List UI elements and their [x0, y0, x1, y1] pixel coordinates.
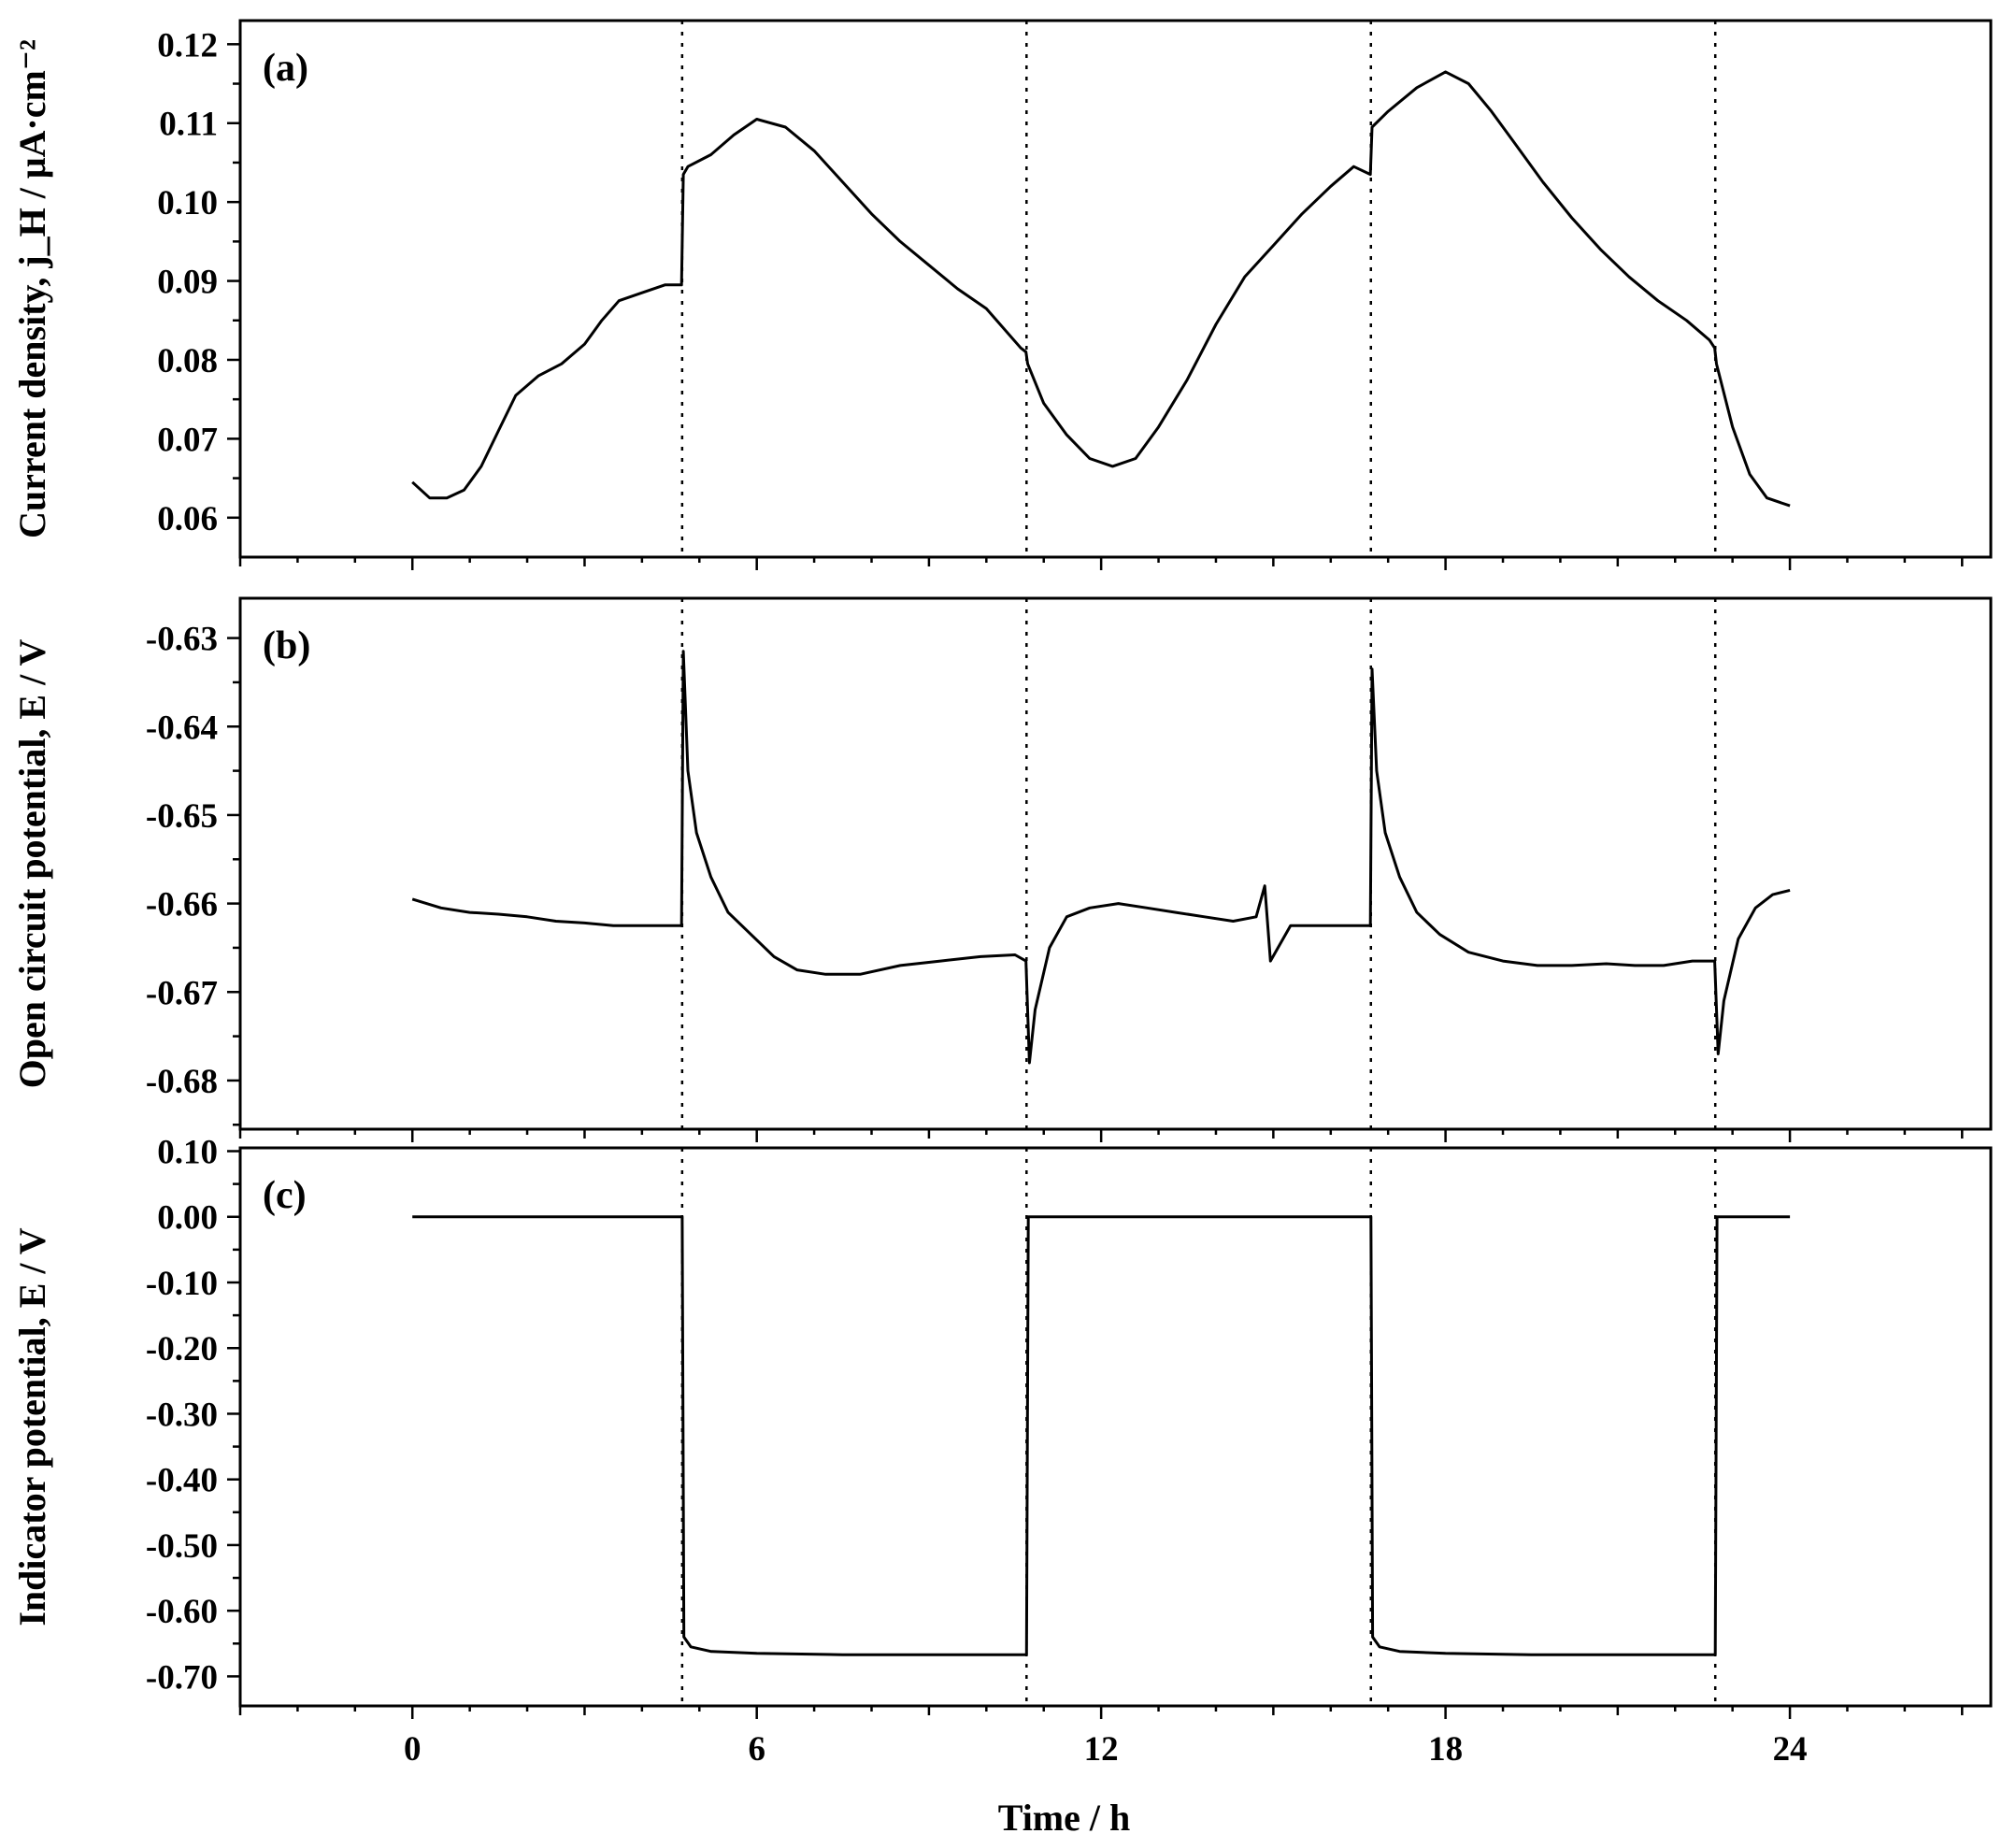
- y-tick-label: 0.10: [157, 1134, 218, 1172]
- y-tick-label: -0.65: [146, 797, 218, 836]
- series-line-0: [411, 70, 1791, 508]
- y-tick-label: 0.07: [157, 421, 218, 459]
- y-tick-label: -0.68: [146, 1063, 218, 1101]
- y-tick-label: -0.20: [146, 1330, 218, 1368]
- y-tick-label: 0.09: [157, 264, 218, 302]
- y-tick-label: 0.12: [157, 26, 218, 64]
- x-tick-label: 6: [748, 1730, 765, 1769]
- y-axis-title: Current density, j_H / μA·cm⁻²: [11, 39, 53, 538]
- panel-label: (b): [263, 624, 310, 667]
- y-tick-label: -0.60: [146, 1593, 218, 1631]
- x-tick-label: 24: [1773, 1730, 1808, 1769]
- y-axis-title: Indicator potential, E / V: [11, 1227, 53, 1626]
- y-tick-label: -0.66: [146, 886, 218, 924]
- y-tick-label: -0.64: [146, 709, 218, 747]
- series-line-2: [412, 1215, 1791, 1656]
- y-tick-label: 0.10: [157, 184, 218, 222]
- y-tick-label: 0.08: [157, 342, 218, 380]
- x-tick-label: 12: [1084, 1730, 1119, 1769]
- plot-frame: [238, 596, 1993, 1131]
- x-tick-label: 18: [1428, 1730, 1463, 1769]
- y-tick-label: 0.06: [157, 500, 218, 538]
- panel-label: (c): [263, 1174, 307, 1217]
- y-tick-label: -0.70: [146, 1658, 218, 1697]
- y-tick-label: -0.30: [146, 1396, 218, 1434]
- y-tick-label: -0.40: [146, 1462, 218, 1500]
- x-tick-label: 0: [404, 1730, 422, 1769]
- panel-0: 0.06 0.07 0.08 0.09 0.10 0.11 0.12 (a): [157, 19, 1993, 570]
- panel-1: -0.68 -0.67 -0.66 -0.65 -0.64 -0.63 (b): [146, 596, 1993, 1142]
- plot-frame: [238, 1146, 1993, 1708]
- y-tick-label: -0.67: [146, 974, 218, 1012]
- y-tick-label: 0.00: [157, 1199, 218, 1238]
- y-tick-label: -0.10: [146, 1265, 218, 1303]
- y-tick-label: -0.50: [146, 1527, 218, 1566]
- x-axis-title: Time / h: [998, 1797, 1131, 1839]
- y-tick-label: -0.63: [146, 621, 218, 659]
- plot-frame: [238, 19, 1993, 559]
- series-line-1: [411, 650, 1791, 1065]
- panel-2: 0.10 0.00 -0.10 -0.20 -0.30 -0.40 -0.50 -0.60 -0…: [146, 1134, 1993, 1719]
- panel-label: (a): [263, 47, 308, 90]
- y-axis-title: Open circuit potential, E / V: [11, 639, 53, 1089]
- y-tick-label: 0.11: [159, 106, 218, 144]
